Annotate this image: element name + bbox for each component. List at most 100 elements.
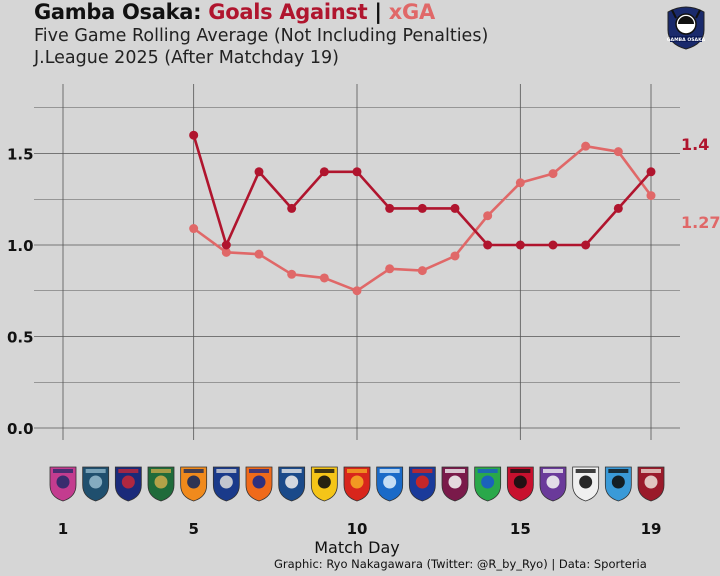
x-tick-label: 10: [347, 520, 368, 538]
data-point-goals-against: [483, 240, 493, 250]
data-point-xga: [483, 211, 493, 221]
opponent-badges: [49, 466, 665, 502]
machida-zelvia-crest-emblem: [285, 475, 299, 489]
data-point-xga: [515, 178, 525, 188]
data-point-xga: [613, 147, 623, 157]
machida-zelvia-crest-band: [281, 469, 302, 473]
urawa-reds-crest-emblem: [513, 475, 527, 489]
tokyo-verdy-crest: [147, 466, 175, 502]
data-point-xga: [352, 286, 362, 296]
sanfrecce-hiroshima-crest-emblem: [546, 475, 560, 489]
data-point-xga: [287, 269, 297, 279]
x-tick-labels: 1 5 10 15 19: [58, 520, 662, 538]
avispa-fukuoka-crest-emblem: [89, 475, 103, 489]
data-point-xga: [319, 273, 329, 283]
kashiwa-reysol-crest-band: [314, 469, 335, 473]
grid-layer: [34, 84, 680, 440]
fc-tokyo-crest-emblem: [415, 475, 429, 489]
yokohama-f-marinos-crest-band: [216, 469, 237, 473]
data-point-xga: [646, 191, 656, 201]
data-point-goals-against: [287, 203, 297, 213]
urawa-reds-crest-band: [510, 469, 531, 473]
fc-tokyo-crest-band: [412, 469, 433, 473]
machida-zelvia-crest: [278, 466, 306, 502]
title-xga: xGA: [388, 0, 435, 24]
shimizu-s-pulse-crest-band: [183, 469, 204, 473]
chart-title: Gamba Osaka: Goals Against | xGA: [34, 0, 435, 24]
cerezo-osaka-crest-band: [53, 469, 73, 473]
nagoya-grampus-crest-band: [347, 469, 367, 473]
y-tick-label: 0.0: [7, 420, 34, 438]
x-tick-label: 1: [58, 520, 68, 538]
kashiwa-reysol-crest: [310, 466, 338, 502]
title-team: Gamba Osaka:: [34, 0, 202, 24]
kawasaki-frontale-crest: [604, 466, 632, 502]
end-label-goals-against: 1.4: [681, 135, 709, 154]
chart-subtitle-2: J.League 2025 (After Matchday 19): [34, 48, 339, 68]
fc-tokyo-crest-emblem: [121, 475, 135, 489]
avispa-fukuoka-crest: [82, 466, 110, 502]
shonan-bellmare-crest-emblem: [481, 475, 495, 489]
sanfrecce-hiroshima-crest: [539, 466, 567, 502]
shonan-bellmare-crest: [474, 466, 502, 502]
x-tick-label: 5: [188, 520, 198, 538]
data-point-goals-against: [352, 167, 362, 177]
kyoto-sanga-crest: [441, 466, 469, 502]
nagoya-grampus-crest: [343, 466, 371, 502]
y-tick-label: 1.5: [7, 146, 34, 164]
data-point-goals-against: [515, 240, 525, 250]
kashima-antlers-crest: [637, 466, 665, 502]
albirex-niigata-crest-band: [249, 469, 269, 473]
yokohama-fc-crest-emblem: [383, 475, 397, 489]
end-labels: 1.4 1.27: [681, 135, 720, 232]
fc-tokyo-crest-band: [118, 469, 139, 473]
kawasaki-frontale-crest-emblem: [611, 475, 625, 489]
data-point-xga: [189, 224, 199, 234]
y-tick-labels: 0.0 0.5 1.0 1.5: [7, 146, 34, 439]
cerezo-osaka-crest-emblem: [56, 475, 70, 489]
vissel-kobe-crest: [572, 466, 600, 502]
data-point-xga: [581, 141, 591, 151]
gamba-osaka-logo: GAMBA OSAKA: [667, 6, 706, 50]
kashiwa-reysol-crest-emblem: [317, 475, 331, 489]
logo-text: GAMBA OSAKA: [667, 37, 706, 43]
y-tick-label: 0.5: [7, 329, 34, 347]
data-point-xga: [254, 249, 264, 259]
x-tick-label: 19: [641, 520, 662, 538]
data-point-goals-against: [254, 167, 264, 177]
vissel-kobe-crest-emblem: [579, 475, 593, 489]
avispa-fukuoka-crest-band: [85, 469, 106, 473]
data-point-goals-against: [646, 167, 656, 177]
data-point-xga: [385, 264, 395, 274]
tokyo-verdy-crest-band: [151, 469, 171, 473]
data-point-goals-against: [221, 240, 231, 250]
kawasaki-frontale-crest-band: [608, 469, 629, 473]
data-point-goals-against: [450, 203, 460, 213]
yokohama-f-marinos-crest-emblem: [219, 475, 233, 489]
yokohama-fc-crest-band: [379, 469, 400, 473]
data-point-goals-against: [548, 240, 558, 250]
urawa-reds-crest: [506, 466, 534, 502]
yokohama-fc-crest: [376, 466, 404, 502]
fc-tokyo-crest: [408, 466, 436, 502]
nagoya-grampus-crest-emblem: [350, 475, 364, 489]
vissel-kobe-crest-band: [575, 469, 596, 473]
series-layer: [189, 130, 656, 296]
data-point-goals-against: [385, 203, 395, 213]
data-point-goals-against: [581, 240, 591, 250]
title-goals-against: Goals Against: [208, 0, 368, 24]
fc-tokyo-crest: [114, 466, 142, 502]
data-point-xga: [450, 251, 460, 261]
x-axis-label: Match Day: [314, 538, 400, 557]
kyoto-sanga-crest-emblem: [448, 475, 462, 489]
shimizu-s-pulse-crest-emblem: [187, 475, 201, 489]
data-point-xga: [548, 169, 558, 179]
cerezo-osaka-crest: [49, 466, 77, 502]
y-tick-label: 1.0: [7, 237, 34, 255]
end-label-xga: 1.27: [681, 213, 720, 232]
data-point-xga: [417, 266, 427, 276]
albirex-niigata-crest-emblem: [252, 475, 266, 489]
shonan-bellmare-crest-band: [477, 469, 498, 473]
series-line-goals-against: [192, 134, 652, 247]
